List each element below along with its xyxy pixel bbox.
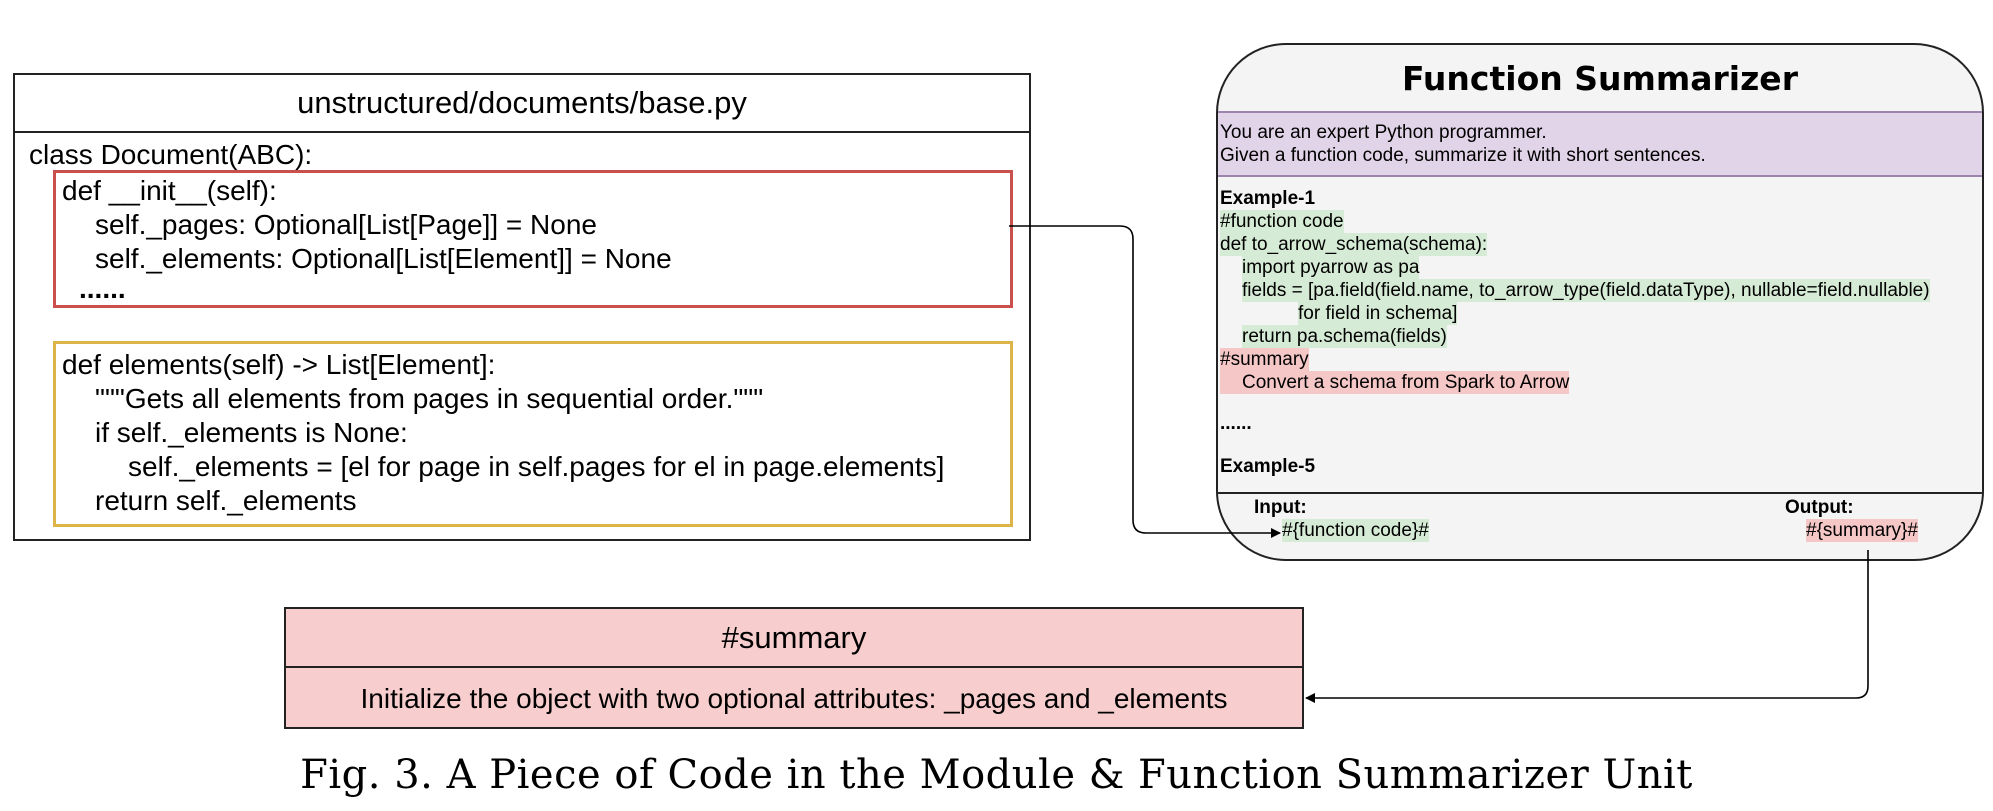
output-value: #{summary}# bbox=[1806, 519, 1918, 542]
init-method-box bbox=[53, 170, 1013, 308]
function-summarizer-card: Function Summarizer You are an expert Py… bbox=[1216, 43, 1984, 561]
example-code-comment: #function code bbox=[1220, 210, 1344, 233]
code-line-class: class Document(ABC): bbox=[29, 139, 313, 170]
io-divider bbox=[1218, 492, 1982, 494]
code-line-return: return self._elements bbox=[95, 485, 357, 516]
code-line-elements-attr: self._elements: Optional[List[Element]] … bbox=[95, 243, 672, 274]
example-code-fields: fields = [pa.field(field.name, to_arrow_… bbox=[1242, 279, 1930, 302]
example-code-def: def to_arrow_schema(schema): bbox=[1220, 233, 1488, 256]
summarizer-title: Function Summarizer bbox=[1402, 59, 1798, 98]
code-line-elements-def: def elements(self) -> List[Element]: bbox=[62, 349, 496, 380]
code-line-docstring: """Gets all elements from pages in seque… bbox=[95, 383, 764, 414]
code-line-ellipsis: ...... bbox=[79, 273, 126, 304]
connector-code-to-input bbox=[1009, 225, 1281, 538]
code-line-if: if self._elements is None: bbox=[95, 417, 408, 448]
summary-result-text: Initialize the object with two optional … bbox=[360, 682, 1228, 714]
code-line-init-def: def __init__(self): bbox=[62, 175, 277, 206]
code-line-pages: self._pages: Optional[List[Page]] = None bbox=[95, 209, 597, 240]
connector-output-to-summary bbox=[1305, 550, 1869, 703]
output-label: Output: bbox=[1785, 497, 1854, 518]
code-file-title: unstructured/documents/base.py bbox=[15, 75, 1029, 133]
examples-ellipsis: ...... bbox=[1220, 413, 1252, 434]
system-prompt-band: You are an expert Python programmer. Giv… bbox=[1218, 111, 1982, 177]
example-code-return: return pa.schema(fields) bbox=[1242, 325, 1447, 348]
code-file-box: unstructured/documents/base.py class Doc… bbox=[13, 73, 1031, 541]
example-5-label: Example-5 bbox=[1220, 456, 1316, 477]
code-line-assign: self._elements = [el for page in self.pa… bbox=[128, 451, 945, 482]
summary-result-header: #summary bbox=[286, 609, 1302, 668]
example-summary-comment: #summary bbox=[1220, 348, 1309, 371]
elements-method-box bbox=[53, 341, 1013, 527]
input-value: #{function code}# bbox=[1282, 519, 1429, 542]
figure-caption: Fig. 3. A Piece of Code in the Module & … bbox=[300, 752, 1693, 798]
system-prompt-line-2: Given a function code, summarize it with… bbox=[1220, 145, 1706, 166]
summary-result-box: #summary Initialize the object with two … bbox=[284, 607, 1304, 729]
example-code-for: for field in schema] bbox=[1298, 302, 1458, 325]
system-prompt-line-1: You are an expert Python programmer. bbox=[1220, 122, 1547, 143]
example-summary-text: Convert a schema from Spark to Arrow bbox=[1220, 371, 1570, 394]
example-code-import: import pyarrow as pa bbox=[1242, 256, 1420, 279]
example-1-label: Example-1 bbox=[1220, 188, 1316, 209]
input-label: Input: bbox=[1254, 497, 1307, 518]
